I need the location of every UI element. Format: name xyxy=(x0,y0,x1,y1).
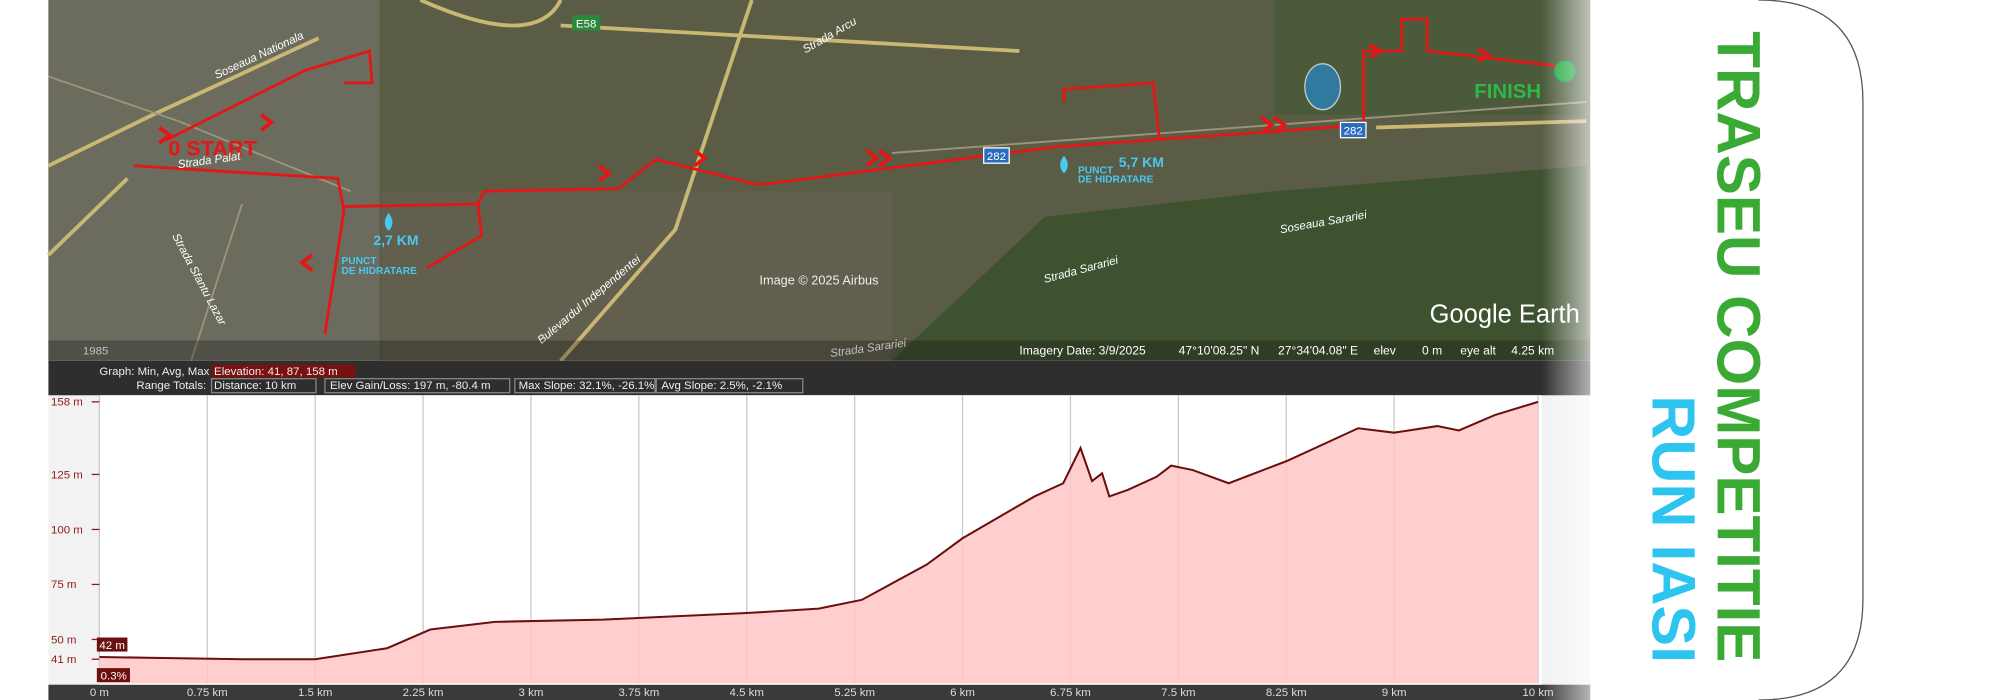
y-tick-label: 50 m xyxy=(51,634,76,646)
elevation-area xyxy=(99,401,1539,684)
x-tick-label: 3.75 km xyxy=(618,687,659,699)
y-tick-label: 75 m xyxy=(51,579,76,591)
year: 1985 xyxy=(83,345,109,357)
x-tick-label: 6 km xyxy=(950,687,975,699)
x-tick-label: 2.25 km xyxy=(403,687,444,699)
hydration-label: DE HIDRATARE xyxy=(341,266,417,277)
status: 0 m xyxy=(1422,343,1442,357)
y-tick-label: 100 m xyxy=(51,524,83,536)
status: elev xyxy=(1374,343,1396,357)
poster-subtitle: RUN IASI xyxy=(1640,395,1708,663)
forest xyxy=(891,165,1587,361)
y-tick-label: 41 m xyxy=(51,654,76,666)
header-box xyxy=(655,378,804,394)
road-shield xyxy=(983,147,1010,164)
shield-text: 282 xyxy=(1344,126,1363,138)
header-box xyxy=(514,378,656,394)
header-text: Graph: Min, Avg, Max xyxy=(99,366,209,378)
header-text: Elevation: 41, 87, 158 m xyxy=(214,366,338,378)
road xyxy=(48,75,1587,362)
water-pin xyxy=(384,212,393,231)
shield-text: 282 xyxy=(987,151,1006,163)
elevation-line xyxy=(99,400,1539,661)
annotation: 42 m xyxy=(99,640,124,652)
header-text: Distance: 10 km xyxy=(214,380,296,392)
annotation-box xyxy=(96,668,130,683)
hydration-label: PUNCT xyxy=(341,256,377,267)
x-tick-label: 1.5 km xyxy=(298,687,332,699)
x-tick-label: 8.25 km xyxy=(1266,687,1307,699)
water-pin xyxy=(1060,155,1068,174)
shield-text: E58 xyxy=(576,18,596,30)
x-tick-label: 6.75 km xyxy=(1050,687,1091,699)
header-box xyxy=(324,378,511,394)
y-tick-label: 125 m xyxy=(51,469,83,481)
route xyxy=(133,17,1562,335)
map: 0 START FINISH 2,7 KM PUNCT DE HIDRATARE… xyxy=(47,0,1591,363)
header-box xyxy=(211,364,356,378)
hydration-km: 2,7 KM xyxy=(373,232,418,248)
attribution: Image © 2025 Airbus xyxy=(759,272,878,287)
header-texts: Graph: Min, Avg, Max Elevation: 41, 87, … xyxy=(99,366,782,392)
x-tick-label: 7.5 km xyxy=(1161,687,1195,699)
profile-panel: Graph: Min, Avg, Max Elevation: 41, 87, … xyxy=(48,360,1591,700)
status: eye alt xyxy=(1460,343,1496,357)
plot: 0 m 0.75 km 1.5 km 2.25 km 3 km 3.75 km 4.5 km… xyxy=(51,395,1554,699)
fade xyxy=(1541,0,1619,700)
stadium xyxy=(1304,63,1342,111)
road xyxy=(47,0,1587,363)
x-tick-label: 9 km xyxy=(1382,687,1407,699)
x-tick-label: 3 km xyxy=(519,687,544,699)
header-text: Range Totals: xyxy=(136,380,206,392)
hydration-km: 5,7 KM xyxy=(1119,154,1164,170)
road-shield xyxy=(572,15,601,31)
status: 47°10'08.25" N xyxy=(1179,343,1260,357)
side-panel xyxy=(1618,0,1998,700)
x-tick-label: 0 m xyxy=(90,687,109,699)
hydration-label: PUNCT xyxy=(1078,165,1114,176)
x-tick-label: 5.25 km xyxy=(834,687,875,699)
road-shield xyxy=(1339,121,1367,139)
poster-title: TRASEU COMPETITIE xyxy=(1705,31,1773,662)
hydration-label: DE HIDRATARE xyxy=(1078,174,1154,185)
x-tick-label: 0.75 km xyxy=(187,687,228,699)
annotation-box xyxy=(96,637,128,652)
header-text: Elev Gain/Loss: 197 m, -80.4 m xyxy=(330,380,491,392)
annotation: 0.3% xyxy=(101,671,127,683)
status: Imagery Date: 3/9/2025 xyxy=(1019,343,1146,357)
frame xyxy=(1758,0,1864,700)
x-tick-label: 4.5 km xyxy=(730,687,764,699)
x-axis-bar xyxy=(48,684,1591,700)
y-tick-label: 158 m xyxy=(51,397,83,409)
status: 27°34'04.08" E xyxy=(1278,343,1358,357)
header-box xyxy=(210,378,317,394)
status-texts: Imagery Date: 3/9/2025 47°10'08.25" N 27… xyxy=(1019,343,1554,357)
header-text: Max Slope: 32.1%, -26.1% xyxy=(519,380,655,392)
finish-label: FINISH xyxy=(1474,81,1541,103)
status-bar xyxy=(48,340,1591,361)
chevron xyxy=(158,43,1492,272)
start-label: 0 START xyxy=(168,136,257,161)
header-text: Avg Slope: 2.5%, -2.1% xyxy=(661,380,782,392)
